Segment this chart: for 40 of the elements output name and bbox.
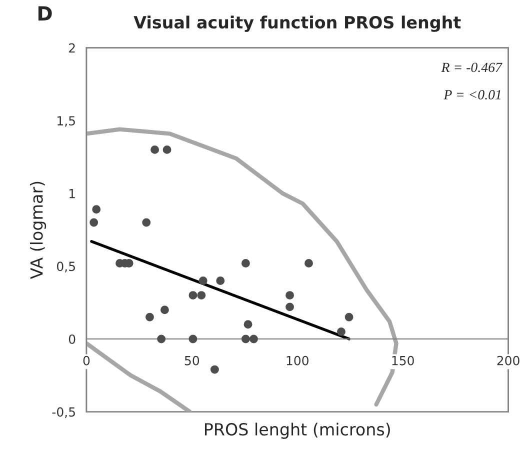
point [150,145,160,154]
y-tick-label: -0,5 [52,407,75,418]
point [286,291,294,300]
point [92,205,101,214]
point [216,276,225,285]
point [162,145,172,154]
annotation: P = <0.01 [444,90,500,100]
y-axis-title: VA (logmar) [30,182,46,280]
point [210,365,219,374]
x-axis-title: PROS lenght (microns) [205,422,390,439]
y-tick-label: 1 [69,189,75,198]
y-tick-label: 1,5 [58,116,75,127]
point [157,334,166,344]
point [286,302,294,312]
y-tick-label: 2 [69,43,75,53]
x-tick-label: 50 [184,356,200,366]
x-tick-label: 100 [286,356,308,366]
point [146,312,154,322]
x-tick-label: 0 [83,356,90,366]
chart-title: Visual acuity function PROS lenght [134,16,461,32]
point [142,218,151,227]
point [249,334,258,344]
point [337,327,346,336]
point [241,334,250,344]
point [188,291,198,300]
x-tick-label: 200 [497,356,520,366]
point [90,218,98,227]
point [244,320,252,329]
point [197,291,206,300]
y-tick-label: 0,5 [56,262,75,272]
point [188,334,198,344]
annotation: R = -0.467 [441,62,502,72]
point [160,306,169,314]
point [241,259,250,268]
x-tick-label: 150 [392,356,414,366]
point [198,276,208,285]
text: D [38,6,52,20]
point [344,312,354,322]
y-tick-label: 0 [68,334,76,344]
point [304,259,313,268]
